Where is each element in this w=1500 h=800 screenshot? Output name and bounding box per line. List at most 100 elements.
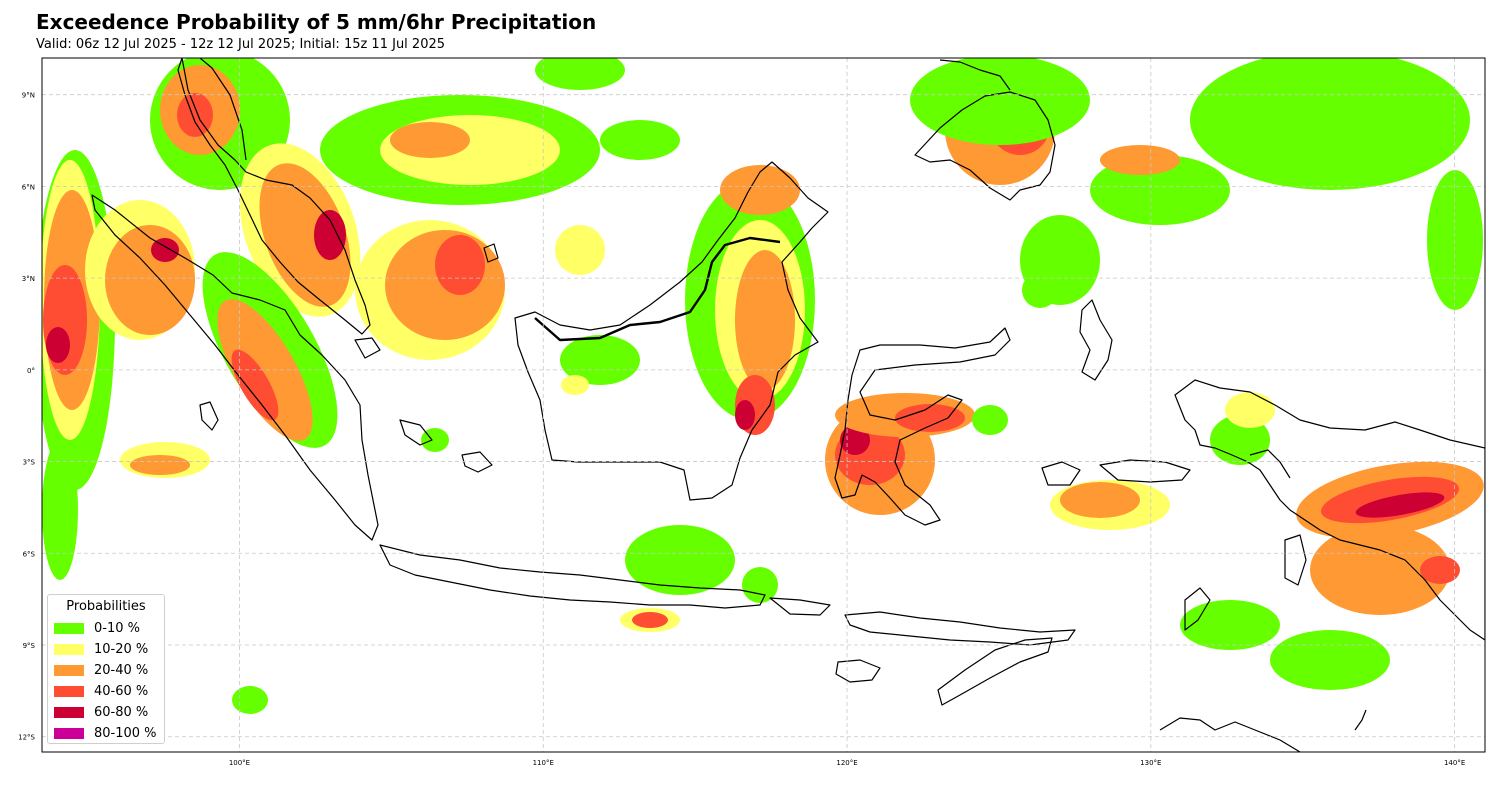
probability-patch xyxy=(130,455,190,475)
coastline-java xyxy=(379,544,766,609)
legend-item: 60-80 % xyxy=(54,703,148,721)
probability-patch xyxy=(1022,272,1058,308)
coastline-thailand-gulf xyxy=(199,58,247,161)
probability-patch xyxy=(421,428,449,452)
coastline-buru xyxy=(1041,461,1081,486)
coastline-belitung xyxy=(461,451,493,473)
legend-item: 0-10 % xyxy=(54,619,140,637)
coastline-seram xyxy=(1099,459,1191,483)
probability-patch xyxy=(840,425,870,455)
legend: Probabilities 0-10 % 10-20 % 20-40 % 40-… xyxy=(47,594,165,744)
probability-patch xyxy=(232,686,268,714)
legend-label: 40-60 % xyxy=(94,683,149,699)
coastline-sulawesi xyxy=(834,327,1011,526)
probability-patch xyxy=(1225,392,1275,428)
probability-patch xyxy=(1180,600,1280,650)
coastline-bali-lombok xyxy=(769,597,831,616)
lon-tick-label: 120°E xyxy=(836,759,857,767)
probability-patch xyxy=(561,375,589,395)
probability-patch xyxy=(895,404,965,432)
probability-patch xyxy=(555,225,605,275)
legend-item: 40-60 % xyxy=(54,682,148,700)
coastline-new-guinea xyxy=(1174,379,1485,641)
probability-patch xyxy=(1420,556,1460,584)
lat-tick-label: 0° xyxy=(27,367,35,375)
probability-patch xyxy=(1270,630,1390,690)
lon-tick-label: 100°E xyxy=(229,759,250,767)
coastline-natuna xyxy=(483,243,499,263)
legend-label: 60-80 % xyxy=(94,704,149,720)
border-borneo xyxy=(534,236,781,342)
coastline-sumbawa-flores xyxy=(844,611,1076,646)
probability-patch xyxy=(1060,482,1140,518)
coastline-borneo xyxy=(514,161,829,501)
lat-tick-label: 12°S xyxy=(18,734,35,742)
lon-tick-label: 110°E xyxy=(533,759,554,767)
coastline-philippines-north xyxy=(939,59,1011,91)
probability-patch xyxy=(735,250,795,390)
coastline-australia xyxy=(1159,717,1301,752)
probability-patch xyxy=(560,335,640,385)
legend-swatch xyxy=(54,622,84,634)
coastline-new-guinea-inner xyxy=(1249,449,1291,479)
legend-label: 10-20 % xyxy=(94,641,149,657)
lon-tick-label: 130°E xyxy=(1140,759,1161,767)
legend-item: 80-100 % xyxy=(54,724,157,742)
probability-layer xyxy=(42,58,1484,714)
probability-patch xyxy=(231,349,279,421)
coastline-layer xyxy=(91,58,1485,752)
map-frame xyxy=(41,57,1486,753)
legend-swatch xyxy=(54,685,84,697)
coastline-timor xyxy=(937,637,1053,706)
lat-tick-label: 6°S xyxy=(23,550,36,558)
legend-item: 10-20 % xyxy=(54,640,148,658)
probability-patch xyxy=(42,440,78,580)
legend-swatch xyxy=(54,727,84,739)
probability-patch xyxy=(151,238,179,262)
legend-swatch xyxy=(54,664,84,676)
tick-labels: 100°E 110°E 120°E 130°E 140°E 9°N 6°N 3°N 0° 3°S 6… xyxy=(18,92,1465,767)
probability-patch xyxy=(742,567,778,603)
probability-patch xyxy=(1310,525,1450,615)
probability-patch xyxy=(535,58,625,90)
lat-tick-label: 6°N xyxy=(22,183,35,191)
probability-patch xyxy=(314,210,346,260)
map-title: Exceedence Probability of 5 mm/6hr Preci… xyxy=(36,10,597,34)
coastline-mindanao xyxy=(914,91,1056,201)
probability-patch xyxy=(910,58,1090,145)
probability-patch xyxy=(46,327,70,363)
coastline-riau xyxy=(354,337,381,359)
lat-tick-label: 3°N xyxy=(22,275,35,283)
probability-patch xyxy=(390,122,470,158)
legend-label: 20-40 % xyxy=(94,662,149,678)
probability-patch xyxy=(720,165,800,215)
legend-title: Probabilities xyxy=(66,599,146,614)
probability-patch xyxy=(1355,492,1445,518)
probability-patch xyxy=(1190,58,1470,190)
probability-patch xyxy=(735,400,755,430)
coastline-sumatra xyxy=(91,194,379,541)
map-subtitle: Valid: 06z 12 Jul 2025 - 12z 12 Jul 2025… xyxy=(36,37,446,52)
lat-tick-label: 9°S xyxy=(23,642,36,650)
coastline-aru xyxy=(1284,534,1307,586)
probability-patch xyxy=(1100,145,1180,175)
coastline-bangka xyxy=(399,419,433,446)
lat-tick-label: 9°N xyxy=(22,92,35,100)
coastline-bird-head xyxy=(1354,709,1367,731)
legend-label: 0-10 % xyxy=(94,620,140,636)
coastline-malay-peninsula xyxy=(177,58,371,335)
legend-swatch xyxy=(54,643,84,655)
probability-patch xyxy=(632,612,668,628)
probability-patch xyxy=(259,163,351,307)
probability-patch xyxy=(625,525,735,595)
probability-patch xyxy=(217,299,313,441)
legend-label: 80-100 % xyxy=(94,725,157,741)
gridlines xyxy=(42,58,1485,752)
probability-patch xyxy=(600,120,680,160)
lat-tick-label: 3°S xyxy=(23,459,36,467)
legend-swatch xyxy=(54,706,84,718)
probability-patch xyxy=(105,225,195,335)
coastline-tanimbar xyxy=(1184,587,1211,631)
lon-tick-label: 140°E xyxy=(1444,759,1465,767)
